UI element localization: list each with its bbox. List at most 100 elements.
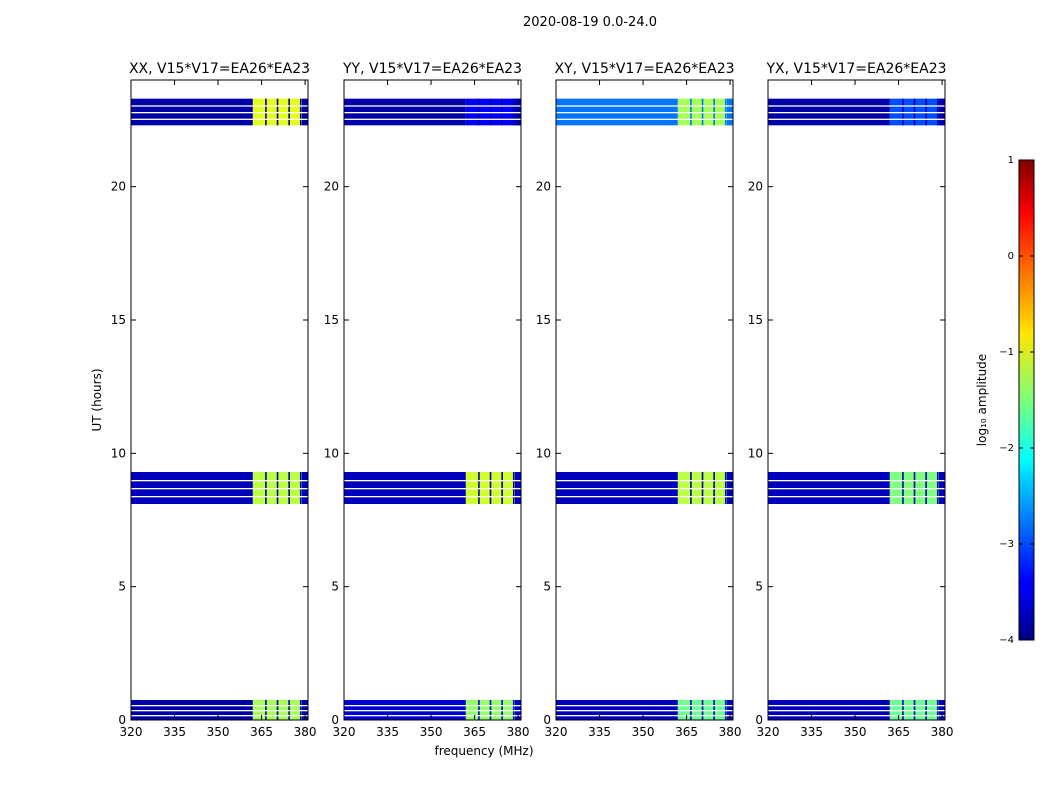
colorbar-tick-label: 1	[1008, 155, 1014, 166]
time-gap	[556, 710, 733, 712]
colorbar-label: log₁₀ amplitude	[975, 354, 989, 446]
time-gap	[131, 496, 308, 498]
time-gap	[344, 496, 521, 498]
panel-3: XY, V15*V17=EA26*EA23 320 335 350 365 380 0 5 10…	[536, 61, 742, 739]
x-axis-label: frequency (MHz)	[434, 744, 533, 758]
y-tick-label: 0	[755, 713, 763, 727]
colorbar: log₁₀ amplitude 1 0 −1 −2 −3 −4	[975, 155, 1035, 646]
time-gap	[344, 710, 521, 712]
x-tick-label: 350	[844, 725, 867, 739]
time-gap	[768, 112, 945, 114]
time-gap	[344, 112, 521, 114]
data-band-1	[344, 700, 521, 720]
spectrogram-panels: XX, V15*V17=EA26*EA23 320 335 350 365 380 0 5 10…	[90, 61, 954, 758]
x-tick-label: 320	[120, 725, 143, 739]
time-gap	[768, 496, 945, 498]
y-tick-label: 5	[755, 580, 763, 594]
time-gap	[344, 480, 521, 482]
plot-area	[556, 80, 733, 720]
time-gap	[131, 710, 308, 712]
x-tick-label: 380	[719, 725, 742, 739]
colorbar-tick-label: −4	[999, 635, 1014, 646]
y-tick-label: 15	[324, 313, 339, 327]
time-gap	[131, 112, 308, 114]
y-tick-label: 10	[748, 446, 763, 460]
y-tick-label: 20	[111, 180, 126, 194]
x-tick-label: 380	[294, 725, 317, 739]
y-tick-label: 5	[118, 580, 126, 594]
time-gap	[344, 488, 521, 490]
data-band-1	[768, 700, 945, 720]
x-tick-label: 365	[250, 725, 273, 739]
x-tick-label: 365	[463, 725, 486, 739]
time-gap	[556, 105, 733, 107]
x-tick-label: 320	[545, 725, 568, 739]
data-band-3	[556, 98, 733, 126]
x-tick-label: 350	[632, 725, 655, 739]
colorbar-tick-label: −3	[999, 539, 1014, 550]
colorbar-tick-label: −2	[999, 443, 1014, 454]
time-gap	[768, 710, 945, 712]
data-band-2	[344, 472, 521, 504]
x-tick-label: 365	[887, 725, 910, 739]
y-axis-label: UT (hours)	[90, 368, 104, 431]
plot-frame	[343, 79, 522, 721]
time-gap	[768, 705, 945, 707]
data-band-3	[131, 98, 308, 126]
x-tick-label: 320	[757, 725, 780, 739]
time-gap	[131, 480, 308, 482]
time-gap	[768, 488, 945, 490]
plot-frame	[130, 79, 309, 721]
panel-title: XX, V15*V17=EA26*EA23	[129, 61, 310, 77]
y-tick-label: 20	[536, 180, 551, 194]
x-tick-label: 365	[675, 725, 698, 739]
time-gap	[556, 715, 733, 717]
panel-2: YY, V15*V17=EA26*EA23 320 335 350 365 380 0 5 10…	[324, 61, 534, 758]
y-tick-label: 10	[324, 446, 339, 460]
x-tick-label: 380	[507, 725, 530, 739]
panel-title: YY, V15*V17=EA26*EA23	[342, 61, 522, 77]
y-tick-label: 20	[324, 180, 339, 194]
y-tick-label: 0	[543, 713, 551, 727]
colorbar-tick-label: −1	[999, 347, 1014, 358]
time-gap	[556, 496, 733, 498]
y-tick-label: 20	[748, 180, 763, 194]
data-band-1	[131, 700, 308, 720]
x-tick-label: 335	[800, 725, 823, 739]
panel-title: YX, V15*V17=EA26*EA23	[765, 61, 946, 77]
plot-frame	[767, 79, 946, 721]
y-tick-label: 0	[331, 713, 339, 727]
time-gap	[131, 105, 308, 107]
time-gap	[768, 480, 945, 482]
data-band-2	[768, 472, 945, 504]
plot-area	[344, 80, 521, 720]
data-band-2	[556, 472, 733, 504]
plot-area	[768, 80, 945, 720]
time-gap	[556, 112, 733, 114]
time-gap	[131, 705, 308, 707]
x-tick-label: 380	[931, 725, 954, 739]
plot-frame	[555, 79, 734, 721]
y-tick-label: 0	[118, 713, 126, 727]
colorbar-gradient	[1018, 159, 1035, 641]
time-gap	[344, 715, 521, 717]
time-gap	[131, 488, 308, 490]
time-gap	[768, 118, 945, 120]
plot-area	[131, 80, 308, 720]
colorbar-tick-label: 0	[1008, 251, 1014, 262]
x-tick-label: 335	[163, 725, 186, 739]
time-gap	[344, 118, 521, 120]
x-tick-label: 335	[588, 725, 611, 739]
data-band-3	[344, 98, 521, 126]
time-gap	[556, 118, 733, 120]
y-tick-label: 5	[331, 580, 339, 594]
y-tick-label: 15	[748, 313, 763, 327]
x-tick-label: 335	[376, 725, 399, 739]
x-tick-label: 320	[333, 725, 356, 739]
y-tick-label: 5	[543, 580, 551, 594]
panel-4: YX, V15*V17=EA26*EA23 320 335 350 365 380 0 5 10…	[748, 61, 954, 739]
x-tick-label: 350	[207, 725, 230, 739]
time-gap	[556, 488, 733, 490]
y-tick-label: 15	[536, 313, 551, 327]
x-tick-label: 350	[420, 725, 443, 739]
